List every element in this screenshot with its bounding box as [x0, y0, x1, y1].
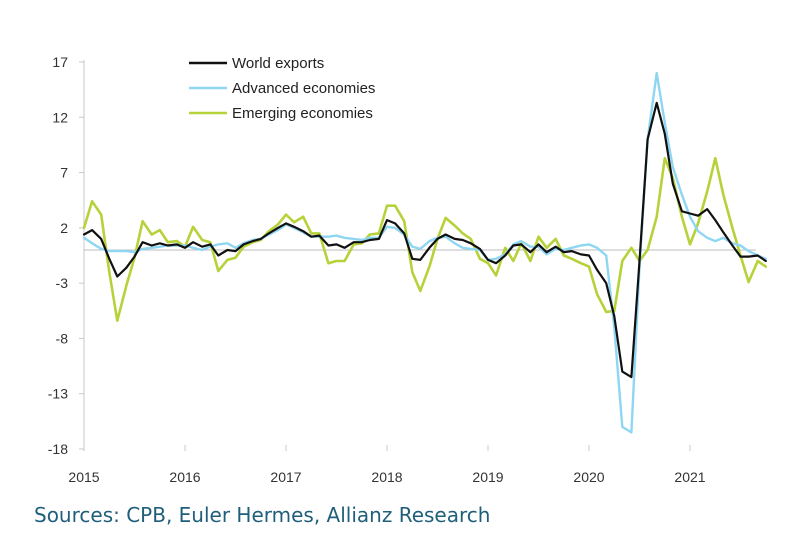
- source-note: Sources: CPB, Euler Hermes, Allianz Rese…: [34, 503, 491, 527]
- x-axis: 2015 2016 2017 2018 2019 2020 2021: [68, 249, 756, 485]
- y-tick-label: 2: [60, 220, 68, 236]
- x-tick-label: 2021: [674, 469, 705, 485]
- legend-label: Emerging economies: [232, 105, 373, 122]
- y-tick-label: -18: [48, 441, 68, 457]
- y-tick-label: -13: [48, 386, 68, 402]
- y-tick-label: -8: [56, 330, 69, 346]
- x-tick-label: 2015: [68, 469, 99, 485]
- y-tick-label: -3: [56, 275, 69, 291]
- legend-label: World exports: [232, 55, 324, 72]
- series-line-advanced-economies: [82, 71, 767, 434]
- line-chart: 17 12 7 2 -3 -8 -13 -18 2015 2016 2017 2018 2019 202…: [48, 54, 768, 485]
- series-line-emerging-economies: [82, 156, 768, 322]
- series-line-world-exports: [82, 101, 767, 379]
- x-tick-label: 2017: [270, 469, 301, 485]
- legend: World exports Advanced economies Emerging …: [189, 55, 375, 122]
- x-tick-label: 2020: [573, 469, 604, 485]
- x-tick-label: 2019: [472, 469, 503, 485]
- series-lines: [82, 71, 768, 434]
- y-tick-label: 17: [52, 54, 68, 70]
- x-tick-label: 2016: [169, 469, 200, 485]
- x-tick-label: 2018: [371, 469, 402, 485]
- y-tick-label: 12: [52, 109, 68, 125]
- y-axis: 17 12 7 2 -3 -8 -13 -18: [48, 54, 85, 457]
- legend-label: Advanced economies: [232, 80, 375, 97]
- y-tick-label: 7: [60, 165, 68, 181]
